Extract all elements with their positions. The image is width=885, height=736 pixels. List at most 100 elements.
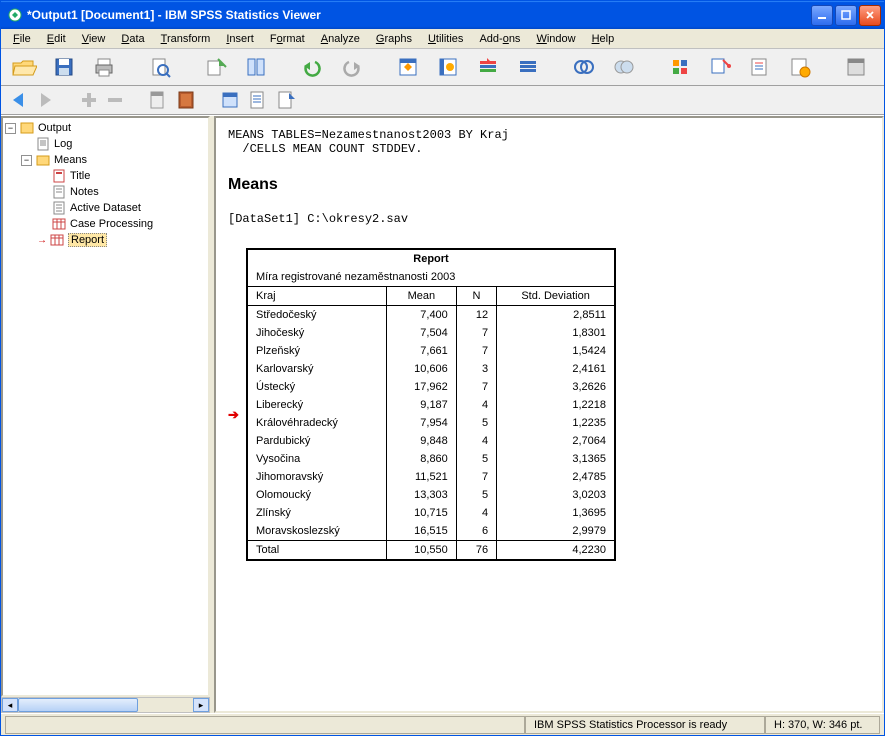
menu-edit[interactable]: Edit — [39, 31, 74, 47]
table-row[interactable]: Moravskoslezský16,51562,9979 — [248, 522, 614, 541]
dataset-line: [DataSet1] C:\okresy2.sav — [228, 212, 870, 226]
save-button[interactable] — [47, 52, 81, 82]
table-cell: 2,9979 — [497, 522, 614, 541]
menu-graphs[interactable]: Graphs — [368, 31, 420, 47]
back-button[interactable] — [7, 89, 29, 111]
tree-node-means[interactable]: − Means — [21, 152, 206, 168]
collapse-icon[interactable]: − — [5, 123, 16, 134]
report-table[interactable]: Report Míra registrované nezaměstnanosti… — [246, 248, 616, 561]
tree-label: Output — [38, 122, 71, 134]
menu-analyze[interactable]: Analyze — [313, 31, 368, 47]
menu-data[interactable]: Data — [113, 31, 152, 47]
tree-label: Report — [68, 233, 107, 247]
table-row[interactable]: Ústecký17,96273,2626 — [248, 378, 614, 396]
table-row[interactable]: Karlovarský10,60632,4161 — [248, 360, 614, 378]
goto-data-button[interactable] — [391, 52, 425, 82]
tree-node-notes[interactable]: Notes — [37, 184, 206, 200]
use-sets-button[interactable] — [663, 52, 697, 82]
table-row[interactable]: Středočeský7,400122,8511 — [248, 306, 614, 325]
table-cell: 12 — [456, 306, 496, 325]
insert-text-button[interactable] — [219, 89, 241, 111]
print-button[interactable] — [87, 52, 121, 82]
table-row[interactable]: Zlínský10,71541,3695 — [248, 504, 614, 522]
tree-node-log[interactable]: Log — [21, 136, 206, 152]
select-cases-button[interactable] — [567, 52, 601, 82]
variables-button[interactable] — [471, 52, 505, 82]
table-cell: Karlovarský — [248, 360, 386, 378]
menu-file[interactable]: File — [5, 31, 39, 47]
page-break-button[interactable] — [275, 89, 297, 111]
collapse-button[interactable] — [105, 90, 125, 110]
maximize-button[interactable] — [835, 5, 857, 26]
outline-pane[interactable]: − Output Log − Means — [1, 116, 210, 697]
menu-insert[interactable]: Insert — [218, 31, 262, 47]
value-labels-button[interactable] — [607, 52, 641, 82]
menu-add-ons[interactable]: Add-ons — [471, 31, 528, 47]
table-cell: 7 — [456, 342, 496, 360]
expand-button[interactable] — [79, 90, 99, 110]
forward-button[interactable] — [35, 89, 57, 111]
redo-button[interactable] — [335, 52, 369, 82]
designate-window-button[interactable] — [839, 52, 873, 82]
viewer-pane[interactable]: MEANS TABLES=Nezamestnanost2003 BY Kraj … — [214, 116, 884, 713]
spelling-button[interactable] — [743, 52, 777, 82]
menu-transform[interactable]: Transform — [153, 31, 219, 47]
table-cell: Plzeňský — [248, 342, 386, 360]
table-cell: 4 — [456, 396, 496, 414]
insert-title-button[interactable] — [175, 89, 197, 111]
preview-button[interactable] — [143, 52, 177, 82]
current-marker-icon: → — [37, 235, 47, 246]
goto-var-button[interactable] — [511, 52, 545, 82]
table-cell: Pardubický — [248, 432, 386, 450]
sidebar-hscrollbar[interactable]: ◂ ▸ — [1, 697, 210, 713]
scroll-thumb[interactable] — [18, 698, 138, 712]
table-icon — [49, 233, 65, 247]
insert-new-text-button[interactable] — [247, 89, 269, 111]
collapse-icon[interactable]: − — [21, 155, 32, 166]
scroll-left-button[interactable]: ◂ — [2, 698, 18, 712]
table-row[interactable]: Královéhradecký7,95451,2235 — [248, 414, 614, 432]
tree-node-case-processing[interactable]: Case Processing — [37, 216, 206, 232]
table-row[interactable]: Vysočina8,86053,1365 — [248, 450, 614, 468]
table-cell: 7 — [456, 378, 496, 396]
table-cell: 5 — [456, 414, 496, 432]
menu-utilities[interactable]: Utilities — [420, 31, 471, 47]
table-row[interactable]: Pardubický9,84842,7064 — [248, 432, 614, 450]
show-all-button[interactable] — [703, 52, 737, 82]
table-row[interactable]: Plzeňský7,66171,5424 — [248, 342, 614, 360]
table-row[interactable]: Olomoucký13,30353,0203 — [248, 486, 614, 504]
undo-button[interactable] — [295, 52, 329, 82]
table-row[interactable]: Total10,550764,2230 — [248, 541, 614, 560]
window-buttons — [811, 5, 881, 26]
table-cell: 3,2626 — [497, 378, 614, 396]
recall-button[interactable] — [239, 52, 273, 82]
tree-node-report[interactable]: → Report — [37, 232, 206, 248]
tree-label: Active Dataset — [70, 202, 141, 214]
table-row[interactable]: Jihomoravský11,52172,4785 — [248, 468, 614, 486]
close-button[interactable] — [859, 5, 881, 26]
run-descriptives-button[interactable] — [783, 52, 817, 82]
table-cell: 7,661 — [386, 342, 456, 360]
table-row[interactable]: Liberecký9,18741,2218 — [248, 396, 614, 414]
tree-node-title[interactable]: Title — [37, 168, 206, 184]
insert-heading-button[interactable] — [147, 89, 169, 111]
export-button[interactable] — [199, 52, 233, 82]
table-cell: 2,4161 — [497, 360, 614, 378]
content-area: − Output Log − Means — [1, 115, 884, 713]
menu-window[interactable]: Window — [528, 31, 583, 47]
tree-node-active-dataset[interactable]: Active Dataset — [37, 200, 206, 216]
table-row[interactable]: Jihočeský7,50471,8301 — [248, 324, 614, 342]
goto-case-button[interactable] — [431, 52, 465, 82]
table-cell: 7,400 — [386, 306, 456, 325]
scroll-right-button[interactable]: ▸ — [193, 698, 209, 712]
menu-view[interactable]: View — [74, 31, 114, 47]
table-cell: 76 — [456, 541, 496, 560]
table-cell: Olomoucký — [248, 486, 386, 504]
menu-format[interactable]: Format — [262, 31, 313, 47]
minimize-button[interactable] — [811, 5, 833, 26]
open-button[interactable] — [7, 52, 41, 82]
menu-help[interactable]: Help — [584, 31, 623, 47]
tree-root-output[interactable]: − Output — [5, 120, 206, 136]
dimensions-status: H: 370, W: 346 pt. — [765, 716, 880, 734]
table-cell: Jihomoravský — [248, 468, 386, 486]
